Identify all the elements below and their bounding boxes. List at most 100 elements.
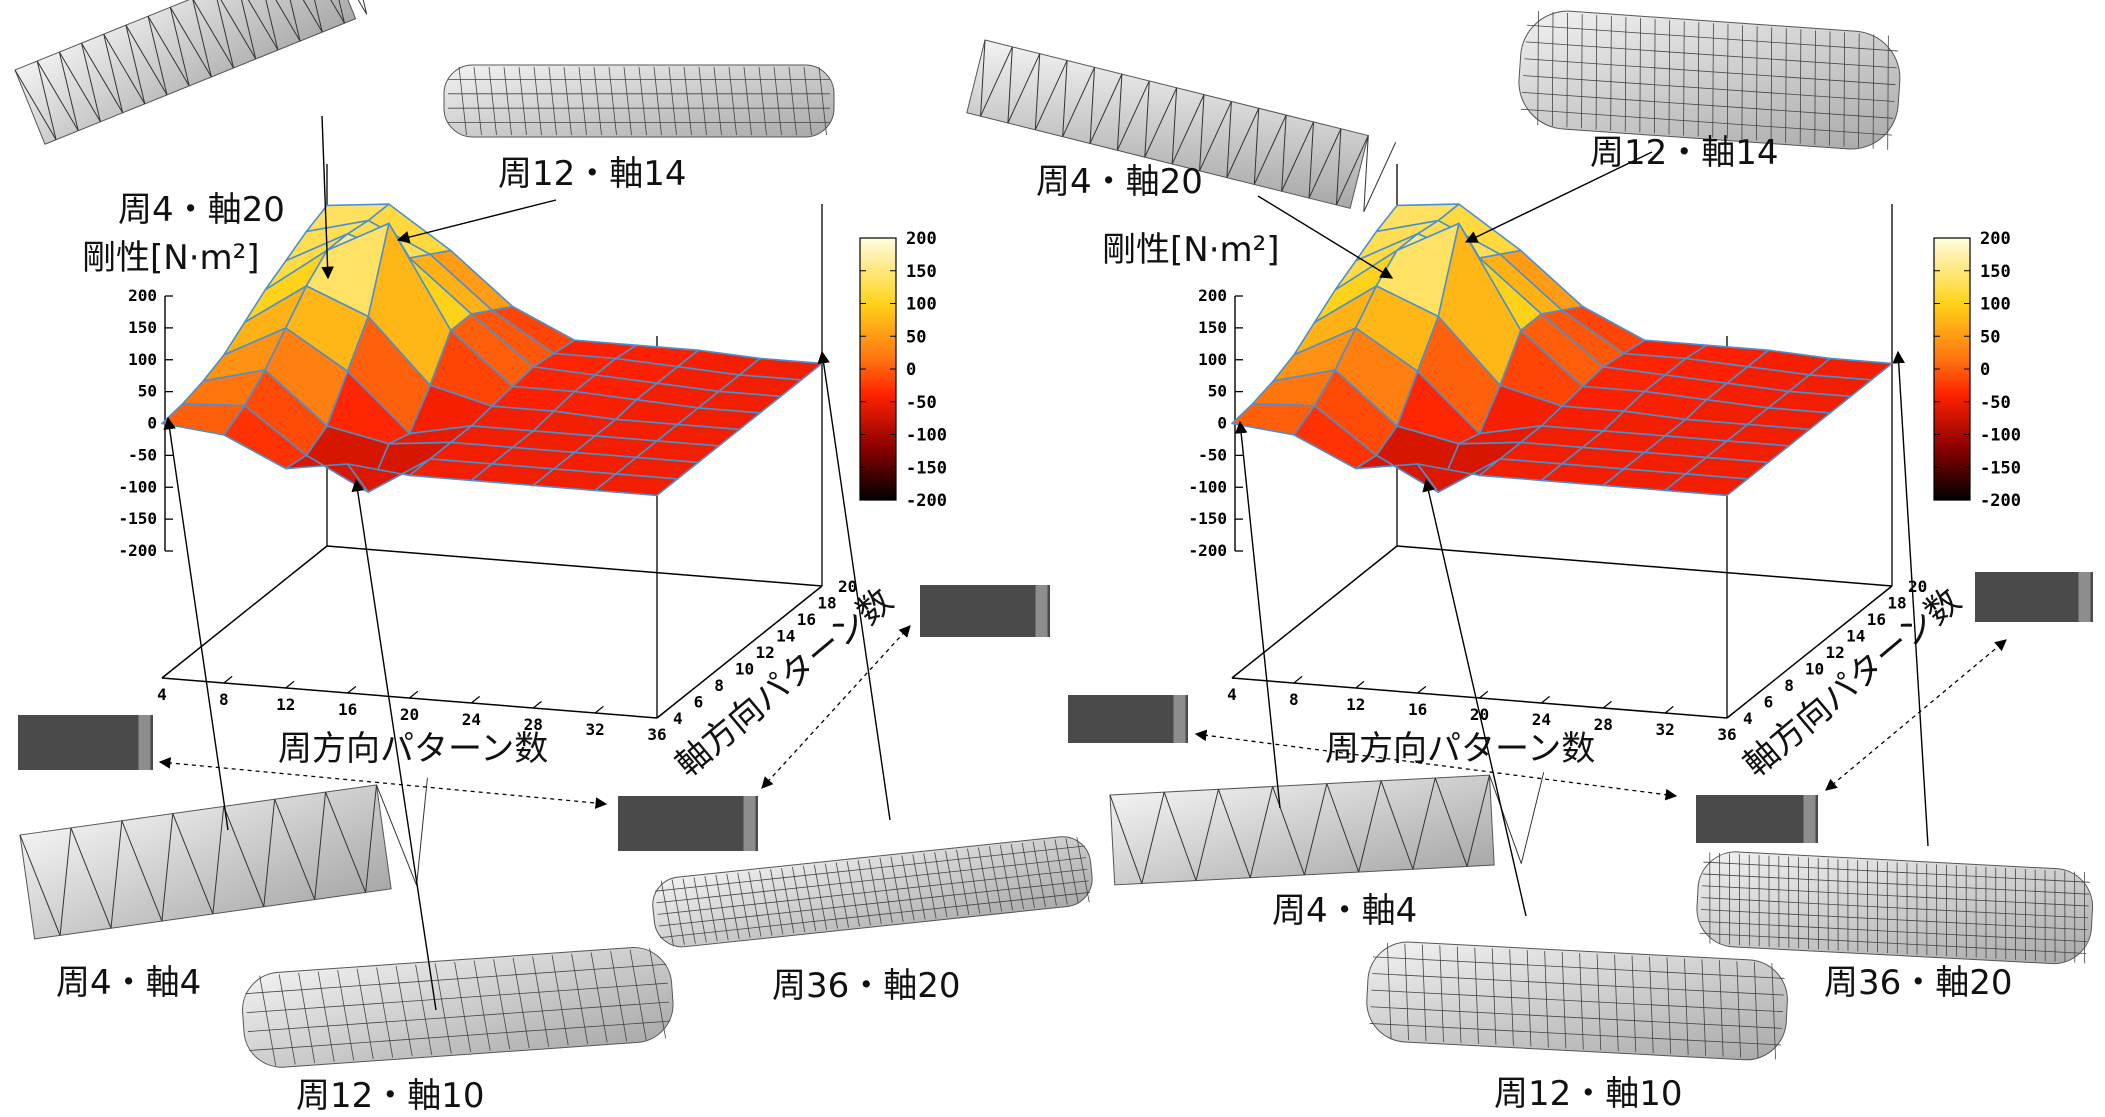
y-tick-label: 4 bbox=[1743, 709, 1753, 728]
mesh-line bbox=[278, 974, 296, 1065]
model-body bbox=[443, 64, 835, 138]
z-tick-label: 0 bbox=[1217, 414, 1227, 433]
y-tick-label: 6 bbox=[694, 693, 704, 712]
model-edge bbox=[1363, 142, 1397, 212]
model-edge bbox=[147, 16, 168, 95]
mesh-line bbox=[668, 66, 677, 136]
model-edge bbox=[1253, 114, 1287, 185]
model-edge bbox=[314, 792, 327, 900]
model-edge bbox=[1116, 74, 1123, 151]
x-tick-label: 28 bbox=[1594, 715, 1613, 734]
x-tick-label: 36 bbox=[647, 725, 666, 744]
model-edge bbox=[1272, 786, 1305, 876]
mesh-line bbox=[1697, 22, 1700, 137]
x-tick-mark bbox=[161, 670, 171, 679]
y-tick-label: 10 bbox=[1805, 660, 1824, 679]
model-edge bbox=[223, 806, 265, 907]
x-tick-mark bbox=[409, 690, 419, 699]
x-tick-mark bbox=[1602, 700, 1612, 709]
mesh-line bbox=[395, 966, 413, 1057]
mesh-line bbox=[683, 66, 692, 136]
model-edge bbox=[1249, 786, 1274, 878]
mesh-line bbox=[512, 957, 530, 1049]
model-edge bbox=[214, 0, 235, 69]
model-edge bbox=[81, 42, 101, 122]
colorbar-tick-label: 150 bbox=[906, 262, 937, 282]
y-tick-label: 14 bbox=[1846, 627, 1865, 646]
model-body bbox=[966, 39, 1369, 209]
mesh-line bbox=[1814, 30, 1816, 145]
y-tick-label: 8 bbox=[714, 676, 724, 695]
x-tick-label: 8 bbox=[1289, 690, 1299, 709]
y-tick-label: 12 bbox=[1826, 643, 1845, 662]
mesh-line bbox=[458, 66, 467, 136]
model-edge bbox=[36, 60, 57, 140]
model-edge bbox=[1034, 60, 1068, 131]
model-circ4-axial20 bbox=[14, 0, 368, 145]
x-tick-label: 16 bbox=[1408, 700, 1427, 719]
annotation-circ4-axial4: 周4・軸4 bbox=[56, 963, 202, 1003]
colorbar-tick-label: 100 bbox=[906, 295, 937, 315]
mesh-line bbox=[743, 66, 752, 136]
x-tick-label: 12 bbox=[1346, 695, 1365, 714]
mesh-line bbox=[533, 66, 542, 136]
model-edge bbox=[1226, 101, 1232, 178]
model-body bbox=[1518, 10, 1901, 150]
mesh-line bbox=[629, 949, 647, 1040]
floor-edge bbox=[326, 545, 823, 587]
y-tick-label: 14 bbox=[776, 627, 795, 646]
x-tick-label: 4 bbox=[157, 685, 167, 704]
mesh-line bbox=[1741, 25, 1743, 140]
annotation-circ12-axial14: 周12・軸14 bbox=[1590, 133, 1779, 173]
model-edge bbox=[1144, 87, 1178, 158]
model-edge bbox=[58, 51, 79, 131]
x-axis-title: 周方向パターン数 bbox=[1325, 729, 1595, 769]
z-tick-label: 50 bbox=[138, 382, 157, 401]
x-tick-mark bbox=[1479, 690, 1489, 699]
surface-cell bbox=[594, 473, 679, 497]
model-edge bbox=[110, 820, 123, 929]
model-circ36-axial20 bbox=[652, 836, 1093, 948]
thumbnail-body bbox=[18, 715, 153, 770]
mesh-line bbox=[317, 971, 335, 1062]
mesh-line bbox=[337, 970, 355, 1061]
model-body bbox=[242, 947, 674, 1068]
annotation-circ4-axial20: 周4・軸20 bbox=[1036, 162, 1203, 202]
model-edge bbox=[1335, 128, 1342, 205]
model-edge bbox=[1062, 67, 1095, 137]
y-tick-label: 20 bbox=[838, 577, 857, 596]
mesh-line bbox=[454, 961, 472, 1053]
model-edge bbox=[1089, 67, 1096, 144]
model-edge bbox=[125, 25, 146, 104]
colorbar-tick-label: 0 bbox=[906, 360, 916, 380]
mesh-line bbox=[1702, 885, 2089, 907]
mesh-line bbox=[247, 1001, 669, 1032]
mesh-line bbox=[503, 66, 512, 136]
thumbnail-body bbox=[618, 796, 758, 851]
mesh-line bbox=[356, 968, 374, 1059]
model-edge bbox=[1141, 792, 1165, 884]
mesh-line bbox=[610, 951, 628, 1042]
model-edge bbox=[1007, 53, 1041, 124]
mesh-line bbox=[1872, 34, 1875, 149]
model-edge bbox=[302, 0, 323, 33]
model-edge bbox=[258, 0, 301, 42]
mesh-line bbox=[623, 66, 632, 136]
model-edge bbox=[280, 0, 323, 33]
z-tick-label: -200 bbox=[118, 541, 157, 560]
model-edge bbox=[1171, 87, 1178, 164]
colorbar-tick-label: -200 bbox=[1980, 491, 2021, 511]
x-tick-mark bbox=[532, 700, 542, 709]
mesh-line bbox=[1524, 58, 1896, 86]
model-edge bbox=[103, 34, 124, 113]
y-tick-label: 4 bbox=[673, 709, 683, 728]
annotation-arrows bbox=[158, 115, 911, 1011]
x-tick-mark bbox=[1417, 685, 1427, 694]
mesh-line bbox=[1639, 18, 1641, 133]
x-tick-label: 16 bbox=[338, 700, 357, 719]
model-edge bbox=[1034, 53, 1041, 130]
mesh-line bbox=[713, 66, 722, 136]
mesh-line bbox=[593, 66, 602, 136]
mesh-line bbox=[571, 953, 589, 1044]
colorbar-tick-label: 200 bbox=[906, 229, 937, 249]
